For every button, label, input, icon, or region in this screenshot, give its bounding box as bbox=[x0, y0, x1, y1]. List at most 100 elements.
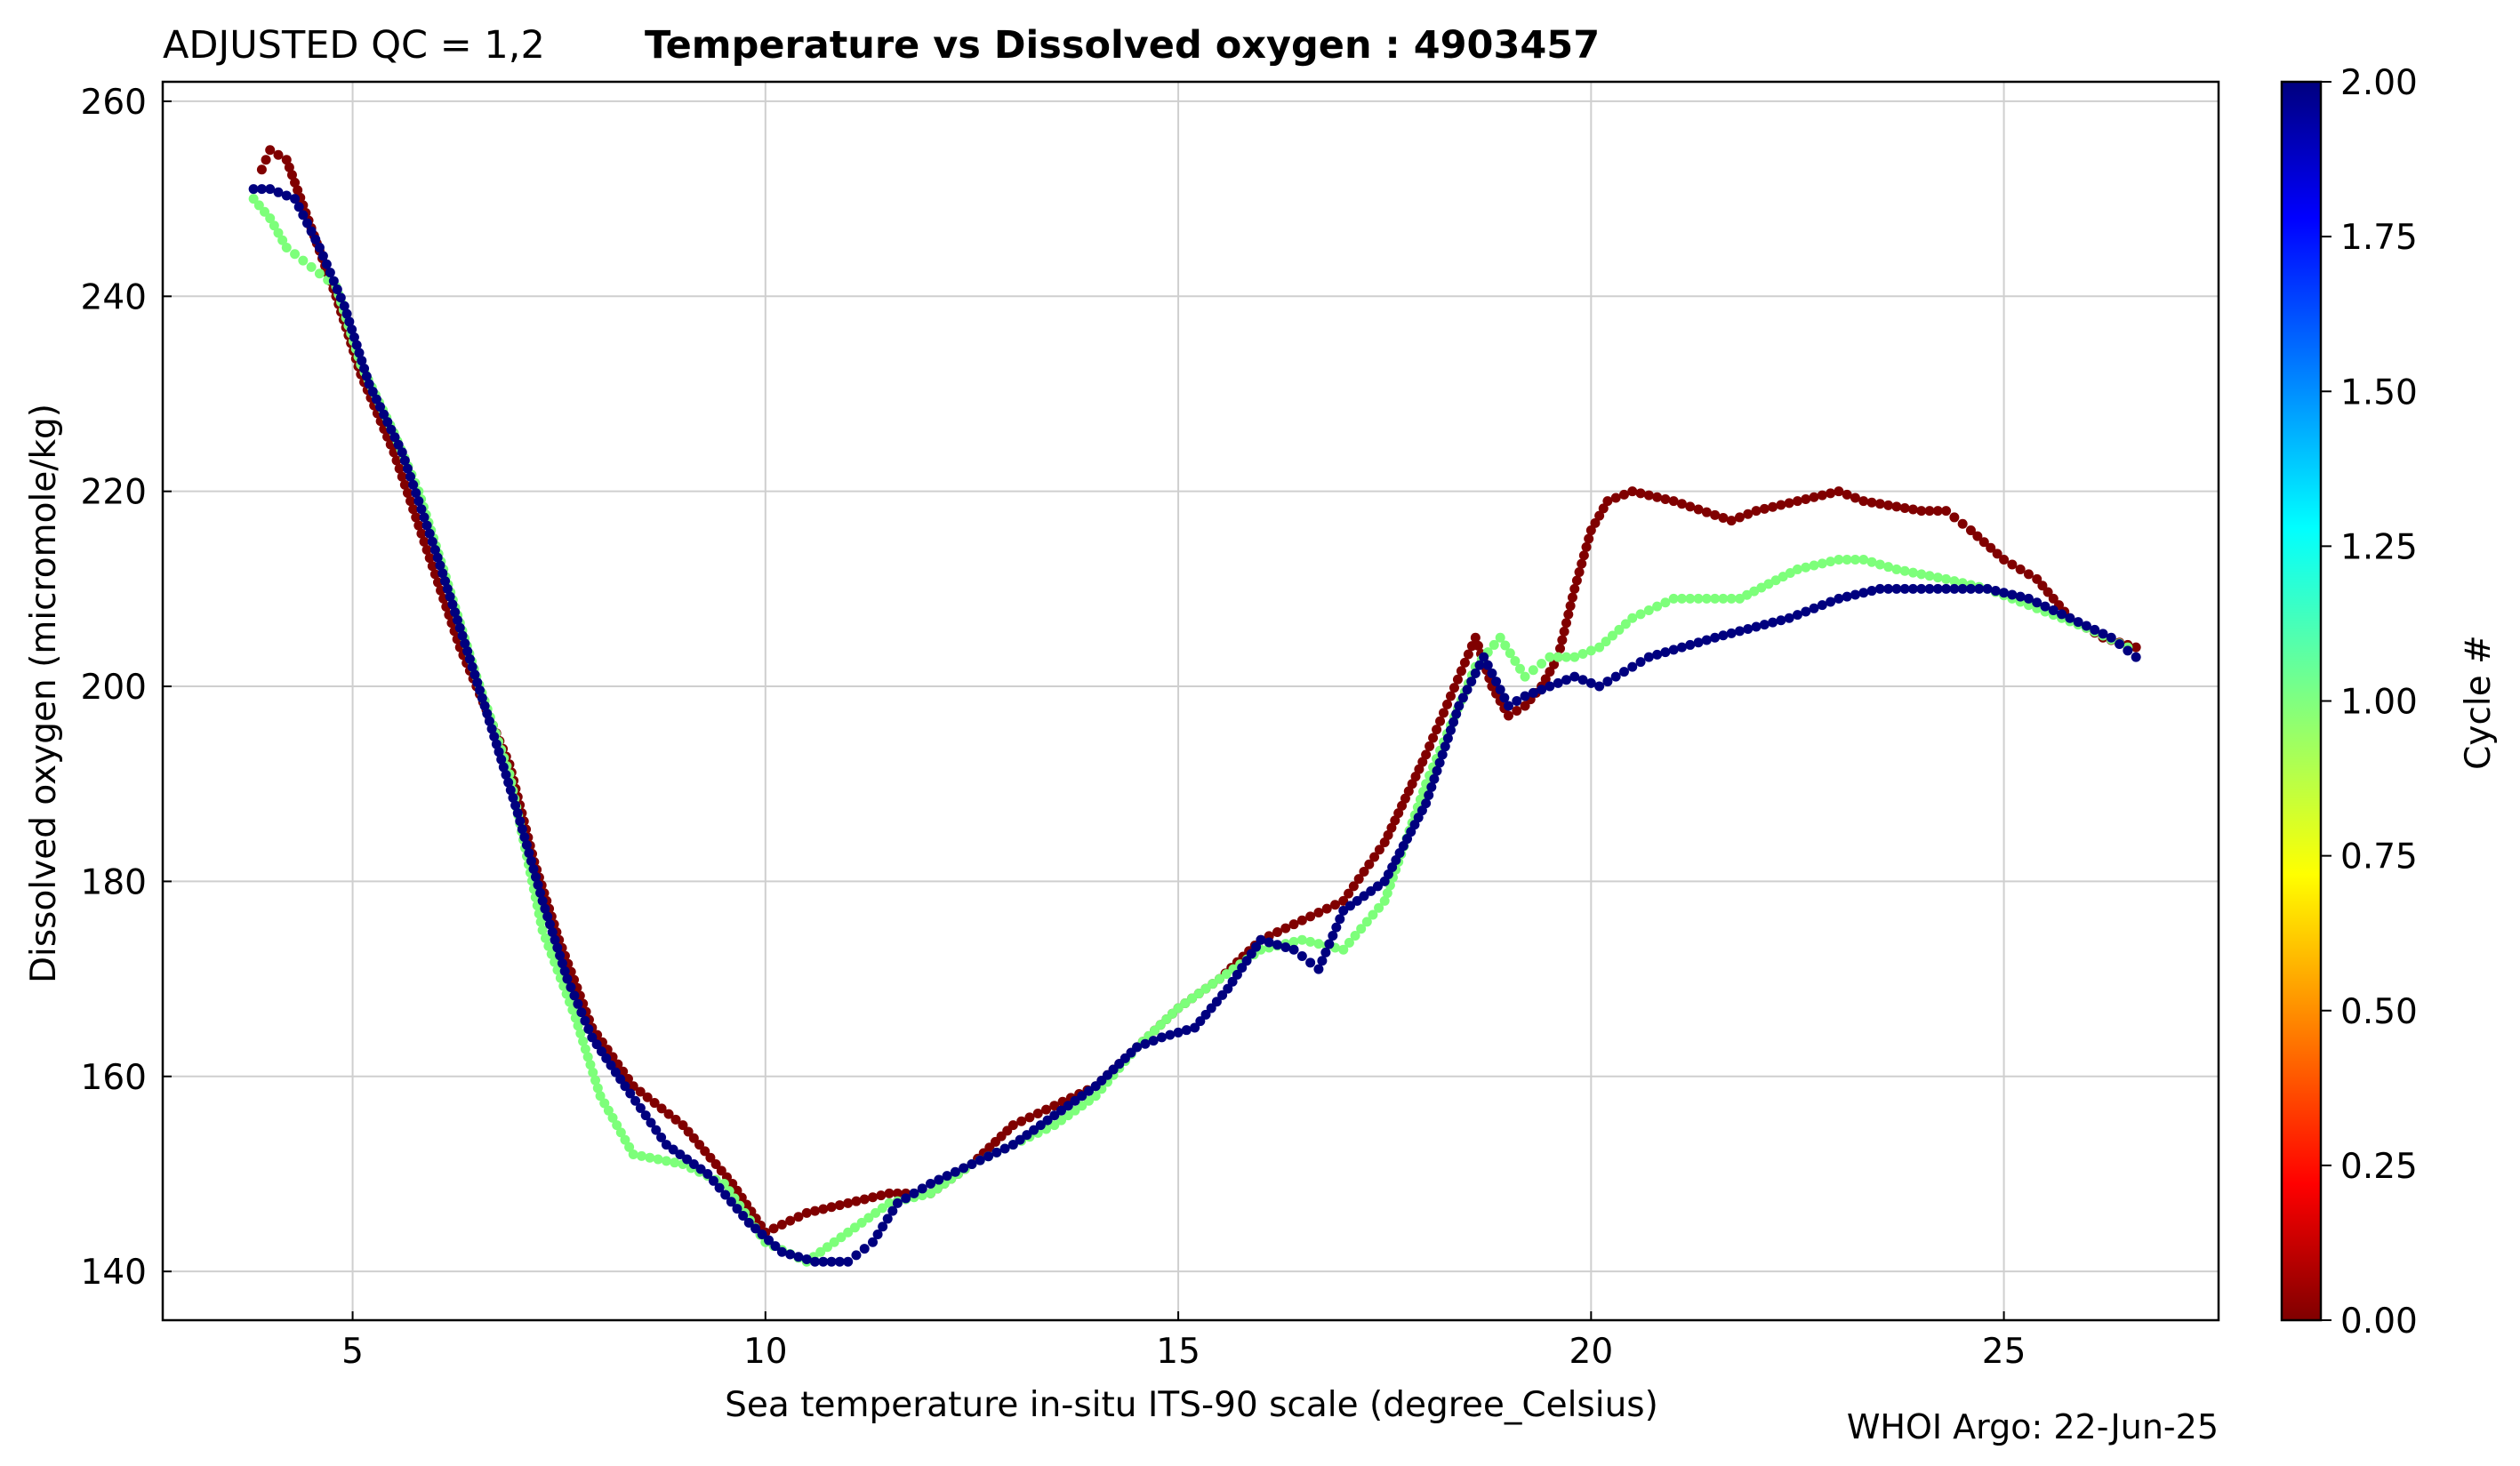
data-point bbox=[1916, 506, 1927, 517]
data-point bbox=[1432, 725, 1442, 735]
data-point bbox=[2057, 609, 2067, 620]
data-point bbox=[269, 220, 279, 231]
data-point bbox=[615, 1127, 626, 1138]
data-point bbox=[849, 1222, 860, 1233]
data-point bbox=[1553, 652, 1563, 662]
data-point bbox=[1549, 659, 1560, 669]
data-point bbox=[670, 1114, 681, 1125]
data-point bbox=[1463, 649, 1473, 660]
data-point bbox=[714, 1182, 725, 1193]
data-point bbox=[389, 432, 400, 443]
data-point bbox=[615, 1074, 626, 1085]
y-tick-label: 220 bbox=[81, 473, 147, 513]
data-point bbox=[293, 202, 304, 212]
data-point bbox=[622, 1074, 633, 1085]
data-point bbox=[1574, 567, 1585, 578]
data-point bbox=[1435, 716, 1446, 726]
data-point bbox=[1826, 557, 1836, 567]
data-point bbox=[1891, 583, 1902, 594]
data-point bbox=[573, 998, 583, 1009]
data-point bbox=[1397, 800, 1408, 811]
data-point bbox=[559, 965, 570, 976]
data-point bbox=[1668, 496, 1679, 507]
data-point bbox=[524, 848, 534, 859]
data-point bbox=[1899, 565, 1910, 576]
data-point bbox=[1585, 677, 1596, 688]
data-point bbox=[836, 1232, 847, 1243]
data-point bbox=[1594, 642, 1605, 653]
data-point bbox=[405, 496, 416, 507]
data-point bbox=[1083, 1095, 1094, 1106]
data-point bbox=[1457, 693, 1468, 703]
data-point bbox=[402, 463, 413, 474]
data-point bbox=[1032, 1108, 1043, 1118]
data-point bbox=[301, 218, 312, 228]
data-point bbox=[284, 162, 294, 172]
data-point bbox=[736, 1192, 747, 1203]
data-point bbox=[1809, 560, 1819, 571]
data-point bbox=[670, 1158, 680, 1168]
data-point bbox=[2081, 621, 2091, 631]
data-point bbox=[1344, 937, 1354, 948]
data-point bbox=[1607, 630, 1617, 641]
colorbar-tick-label: 0.75 bbox=[2340, 837, 2418, 877]
data-point bbox=[1491, 677, 1502, 687]
data-point bbox=[620, 1081, 630, 1092]
data-point bbox=[349, 332, 359, 342]
data-point bbox=[2090, 624, 2100, 635]
data-point bbox=[1208, 979, 1218, 989]
y-tick-label: 160 bbox=[81, 1058, 147, 1098]
data-point bbox=[1305, 957, 1316, 968]
data-point bbox=[1132, 1042, 1143, 1053]
data-point bbox=[2048, 605, 2059, 615]
data-point bbox=[457, 630, 468, 641]
data-point bbox=[1361, 917, 1372, 927]
data-point bbox=[1383, 829, 1393, 840]
data-point bbox=[432, 552, 443, 563]
data-point bbox=[1350, 931, 1360, 941]
data-point bbox=[1345, 901, 1356, 911]
data-point bbox=[630, 1095, 641, 1106]
data-point bbox=[1173, 1027, 1184, 1037]
chart-title-prefix: ADJUSTED QC = 1,2 bbox=[163, 23, 545, 68]
data-point bbox=[447, 599, 458, 610]
data-point bbox=[391, 455, 402, 466]
data-point bbox=[702, 1168, 713, 1179]
data-point bbox=[1916, 583, 1927, 594]
data-point bbox=[1428, 733, 1439, 743]
data-point bbox=[610, 1067, 621, 1077]
data-point bbox=[637, 1150, 647, 1161]
data-point bbox=[1768, 501, 1778, 512]
data-point bbox=[1474, 660, 1485, 670]
data-point bbox=[261, 155, 271, 165]
data-point bbox=[1866, 557, 1877, 567]
data-point bbox=[1022, 1130, 1032, 1141]
data-point bbox=[793, 1252, 804, 1262]
data-point bbox=[2123, 645, 2133, 656]
colorbar-tick-label: 0.50 bbox=[2340, 992, 2418, 1032]
data-point bbox=[2023, 569, 2034, 580]
data-point bbox=[298, 210, 309, 220]
data-point bbox=[1241, 956, 1252, 966]
data-point bbox=[542, 911, 553, 922]
data-point bbox=[1537, 685, 1547, 695]
data-point bbox=[793, 1212, 804, 1222]
data-point bbox=[1157, 1032, 1168, 1043]
data-point bbox=[1899, 502, 1910, 513]
data-point bbox=[1660, 597, 1671, 608]
x-tick-label: 20 bbox=[1569, 1332, 1614, 1372]
data-point bbox=[917, 1190, 927, 1201]
data-point bbox=[1668, 645, 1679, 655]
data-point bbox=[1503, 701, 1513, 711]
data-point bbox=[876, 1190, 887, 1201]
data-point bbox=[1528, 665, 1538, 676]
data-point bbox=[1432, 765, 1442, 776]
data-point bbox=[306, 261, 317, 272]
data-point bbox=[464, 653, 475, 664]
data-point bbox=[1585, 645, 1596, 656]
data-point bbox=[1916, 569, 1927, 580]
data-point bbox=[321, 259, 332, 269]
data-point bbox=[1500, 640, 1511, 651]
data-point bbox=[1329, 900, 1340, 910]
